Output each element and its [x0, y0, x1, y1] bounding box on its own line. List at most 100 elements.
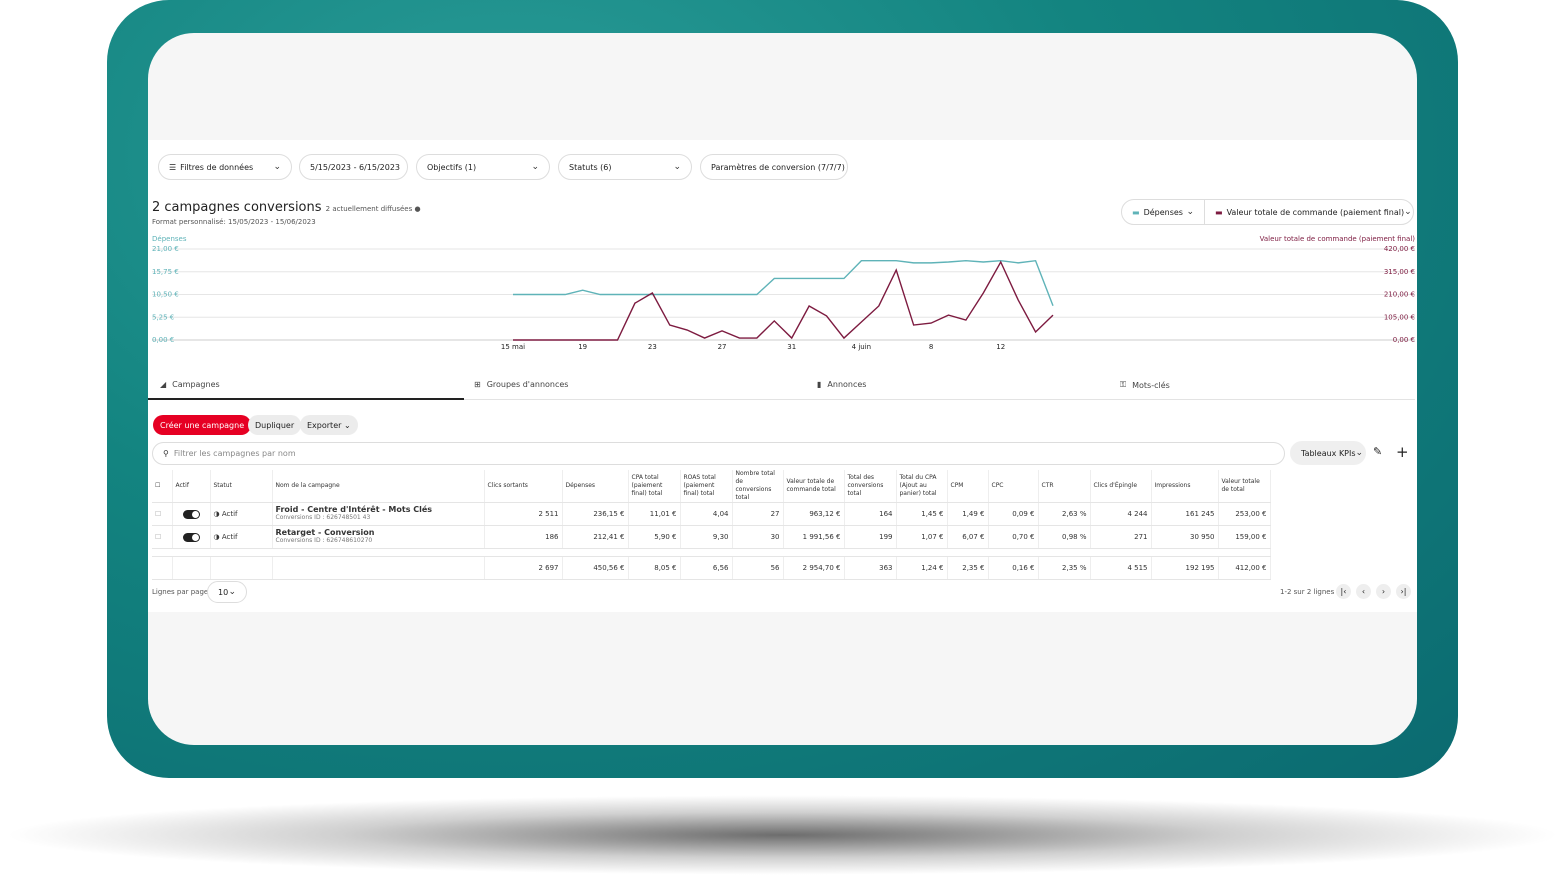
- column-header: Actif: [172, 470, 211, 503]
- tab[interactable]: ◢ Campagnes: [160, 380, 220, 389]
- legend-button[interactable]: ▬ Dépenses ⌄: [1121, 199, 1205, 225]
- metric-cell: 271: [1090, 525, 1152, 549]
- last-page[interactable]: ›|: [1396, 584, 1411, 599]
- column-header: Clics sortants: [484, 470, 563, 503]
- rows-per-page-label: Lignes par page: [152, 588, 209, 596]
- y-tick-label: 10,50 €: [152, 291, 179, 299]
- total-cell: 0,16 €: [988, 556, 1039, 580]
- metric-cell: 1,49 €: [947, 502, 989, 526]
- y2-tick-label: 315,00 €: [1384, 268, 1415, 276]
- y2-axis-title: Valeur totale de commande (paiement fina…: [1259, 235, 1415, 243]
- tab[interactable]: ⚿ Mots-clés: [1120, 380, 1170, 390]
- total-cell: 450,56 €: [562, 556, 629, 580]
- filter-label: Paramètres de conversion (7/7/7): [711, 162, 845, 172]
- total-cell: 2,35 €: [947, 556, 989, 580]
- first-page[interactable]: |‹: [1336, 584, 1351, 599]
- data-line: [513, 260, 1054, 341]
- metric-cell: 11,01 €: [628, 502, 681, 526]
- prev-page[interactable]: ‹: [1356, 584, 1371, 599]
- campaign-name[interactable]: Froid - Centre d'Intérêt - Mots Clés: [275, 505, 433, 514]
- metric-cell: 963,12 €: [783, 502, 845, 526]
- total-cell: 412,00 €: [1218, 556, 1271, 580]
- column-header: CPA total (paiement final) total: [628, 470, 681, 503]
- total-cell: 8,05 €: [628, 556, 681, 580]
- next-page[interactable]: ›: [1376, 584, 1391, 599]
- metric-cell: 186: [484, 525, 563, 549]
- spacer: [152, 548, 1271, 557]
- search-input[interactable]: ⚲ Filtrer les campagnes par nom: [152, 442, 1285, 465]
- empty-cell: [272, 556, 485, 580]
- x-tick-label: 27: [718, 343, 727, 351]
- export-button[interactable]: Exporter ⌄: [300, 415, 358, 435]
- column-header: Impressions: [1151, 470, 1219, 503]
- export-label: Exporter: [307, 420, 342, 430]
- tab-label: Campagnes: [172, 380, 220, 389]
- campaign-name[interactable]: Retarget - Conversion: [275, 528, 375, 537]
- metric-cell: 1 991,56 €: [783, 525, 845, 549]
- toggle[interactable]: [182, 532, 200, 542]
- tab-bar: [148, 372, 1415, 400]
- add-icon[interactable]: +: [1396, 443, 1409, 461]
- filter-button[interactable]: Statuts (6) ⌄: [558, 154, 692, 180]
- filter-button[interactable]: ☰ Filtres de données ⌄: [158, 154, 292, 180]
- metric-cell: 164: [844, 502, 897, 526]
- metric-cell: 9,30: [680, 525, 733, 549]
- tab[interactable]: ▮ Annonces: [817, 380, 867, 389]
- kpi-button[interactable]: Tableaux KPIs ⌄: [1290, 441, 1366, 465]
- metric-cell: 212,41 €: [562, 525, 629, 549]
- tab[interactable]: ⊞ Groupes d'annonces: [474, 380, 569, 389]
- total-cell: 56: [732, 556, 784, 580]
- toggle[interactable]: [182, 509, 200, 519]
- tab-label: Mots-clés: [1132, 380, 1170, 390]
- status-cell: ◑ Actif: [210, 525, 273, 549]
- rows-per-page-select[interactable]: 10 ⌄: [207, 581, 247, 603]
- filter-button[interactable]: Paramètres de conversion (7/7/7): [700, 154, 848, 180]
- column-header: Nombre total de conversions total: [732, 470, 784, 503]
- column-header: Clics d'Épingle: [1090, 470, 1152, 503]
- search-placeholder: Filtrer les campagnes par nom: [173, 449, 296, 458]
- total-cell: 192 195: [1151, 556, 1219, 580]
- metric-cell: 30: [732, 525, 784, 549]
- pagination: |‹ ‹ › ›|: [1336, 584, 1411, 599]
- metric-cell: 1,45 €: [896, 502, 948, 526]
- column-header: Statut: [210, 470, 273, 503]
- filter-label: Statuts (6): [569, 162, 612, 172]
- metric-cell: 253,00 €: [1218, 502, 1271, 526]
- filter-label: Filtres de données: [180, 162, 254, 172]
- duplicate-button[interactable]: Dupliquer: [248, 415, 302, 435]
- metric-cell: 5,90 €: [628, 525, 681, 549]
- metric-cell: 1,07 €: [896, 525, 948, 549]
- y-tick-label: 15,75 €: [152, 268, 179, 276]
- metric-cell: 236,15 €: [562, 502, 629, 526]
- metric-cell: 161 245: [1151, 502, 1219, 526]
- total-cell: 2,35 %: [1038, 556, 1091, 580]
- edit-icon[interactable]: ✎: [1373, 445, 1383, 458]
- column-header: CTR: [1038, 470, 1091, 503]
- x-tick-label: 23: [648, 343, 657, 351]
- status: Actif: [221, 510, 238, 518]
- metric-cell: 0,70 €: [988, 525, 1039, 549]
- column-header: CPM: [947, 470, 989, 503]
- y-tick-label: 5,25 €: [152, 313, 174, 321]
- total-cell: 1,24 €: [896, 556, 948, 580]
- create-button[interactable]: Créer une campagne: [153, 415, 252, 435]
- total-cell: 6,56: [680, 556, 733, 580]
- campaign-row: ☐ ◑ Actif Retarget - Conversion Conversions…: [152, 525, 1271, 549]
- empty-cell: [152, 556, 173, 580]
- column-header: Total des conversions total: [844, 470, 897, 503]
- rows-per-page: 10: [218, 587, 229, 597]
- empty-cell: [210, 556, 273, 580]
- x-tick-label: 15 mai: [501, 343, 525, 351]
- y-tick-label: 0,00 €: [152, 336, 174, 344]
- tab-label: Annonces: [827, 380, 867, 389]
- column-header: CPC: [988, 470, 1039, 503]
- metric-cell: 4,04: [680, 502, 733, 526]
- y-tick-label: 21,00 €: [152, 245, 179, 253]
- filter-button[interactable]: Objectifs (1) ⌄: [416, 154, 550, 180]
- date-picker[interactable]: 5/15/2023 - 6/15/2023: [299, 154, 408, 180]
- campaign-table: ☐ Actif Statut Nom de la campagne Clics sort…: [152, 470, 1271, 580]
- legend-button[interactable]: ▬ Valeur totale de commande (paiement fin…: [1204, 199, 1414, 225]
- campaign-id: Conversions ID : 626748610270: [275, 537, 373, 544]
